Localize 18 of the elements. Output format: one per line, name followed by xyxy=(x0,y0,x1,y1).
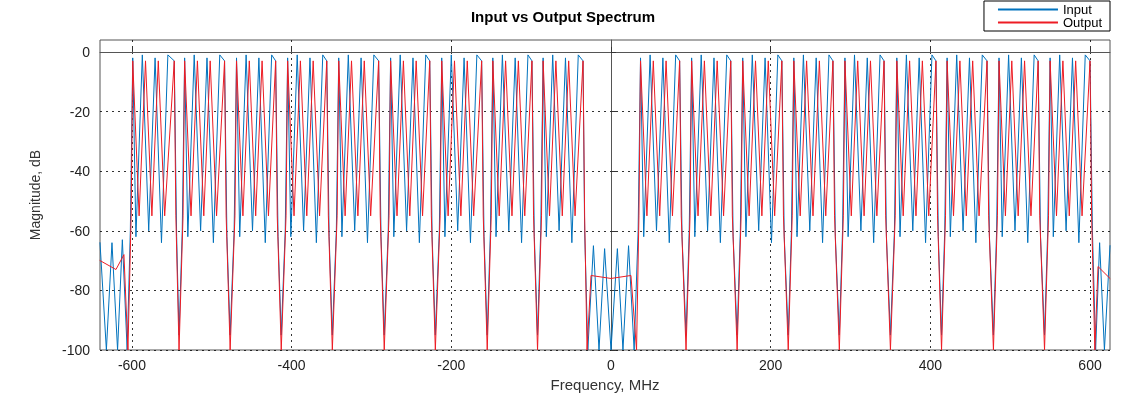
x-tick-label: -200 xyxy=(437,357,466,373)
x-tick-label: 400 xyxy=(918,357,943,373)
x-tick-label: 0 xyxy=(607,357,616,373)
y-tick-label: 0 xyxy=(82,43,91,60)
y-axis-title: Magnitude, dB xyxy=(27,149,43,241)
y-tick-label: -20 xyxy=(69,103,91,120)
x-axis-title: Frequency, MHz xyxy=(550,375,660,393)
x-tick-label: -400 xyxy=(277,357,306,373)
y-tick-label: -100 xyxy=(61,342,91,358)
chart-title: Input vs Output Spectrum xyxy=(470,8,656,25)
x-tick-label: 200 xyxy=(758,357,783,373)
y-tick-label: -60 xyxy=(69,222,91,239)
x-tick-label: -600 xyxy=(117,357,147,373)
y-tick-label: -40 xyxy=(69,163,91,180)
legend-label: Input xyxy=(1062,2,1093,17)
x-tick-label: 600 xyxy=(1078,357,1102,373)
legend-label: Output xyxy=(1062,15,1103,30)
y-tick-label: -80 xyxy=(69,282,91,299)
